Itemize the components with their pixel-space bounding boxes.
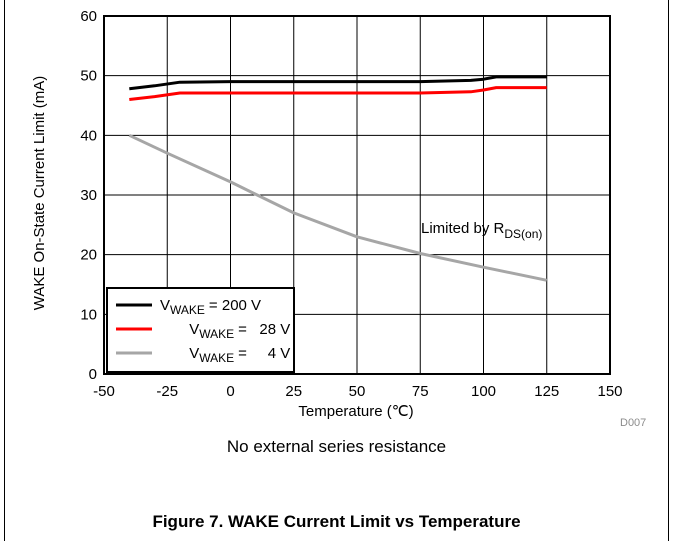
y-tick-label: 10 [80, 306, 97, 323]
legend-label-28v: VWAKE = 28 V [160, 321, 311, 341]
x-tick-label: 0 [226, 383, 234, 400]
frame-left-border [4, 0, 5, 541]
legend-label-4v: VWAKE = 4 V [160, 345, 311, 365]
code-label: D007 [620, 417, 646, 429]
x-tick-label: 25 [285, 383, 302, 400]
y-tick-label: 30 [80, 187, 97, 204]
tick-labels: -50 -25 0 25 50 75 100 125 150 0 10 20 30 40 50 60 [80, 8, 622, 400]
frame-right-border [668, 0, 669, 541]
caption: No external series resistance [226, 437, 447, 456]
series-line-28v [129, 86, 547, 101]
annotation-limited-by: Limited by RDS(on) [421, 220, 542, 241]
y-tick-label: 60 [80, 8, 97, 25]
series-line-200v [129, 75, 547, 91]
series-layer [128, 75, 548, 282]
x-tick-label: 50 [349, 383, 366, 400]
x-tick-label: 75 [412, 383, 429, 400]
chart: -50 -25 0 25 50 75 100 125 150 0 10 20 30 40 50 60 Temp… [31, 8, 646, 429]
x-tick-label: 125 [534, 383, 559, 400]
x-tick-label: -50 [93, 383, 115, 400]
y-tick-label: 20 [80, 247, 97, 264]
x-tick-label: 150 [597, 383, 622, 400]
x-tick-label: 100 [471, 383, 496, 400]
plot-area [103, 15, 611, 375]
legend-box [106, 287, 295, 373]
y-tick-label: 0 [89, 366, 97, 383]
series-line-4v [128, 133, 548, 282]
x-axis-label: Temperature (℃) [298, 403, 413, 420]
legend-label-200v: VWAKE = 200 V [160, 297, 261, 317]
y-tick-label: 40 [80, 127, 97, 144]
y-axis-label: WAKE On-State Current Limit (mA) [31, 76, 48, 311]
legend: VWAKE = 200 V VWAKE = 28 V VWAKE = 4 V [106, 287, 311, 373]
x-tick-label: -25 [156, 383, 178, 400]
y-tick-label: 50 [80, 68, 97, 85]
figure-title: Figure 7. WAKE Current Limit vs Temperat… [152, 512, 521, 531]
